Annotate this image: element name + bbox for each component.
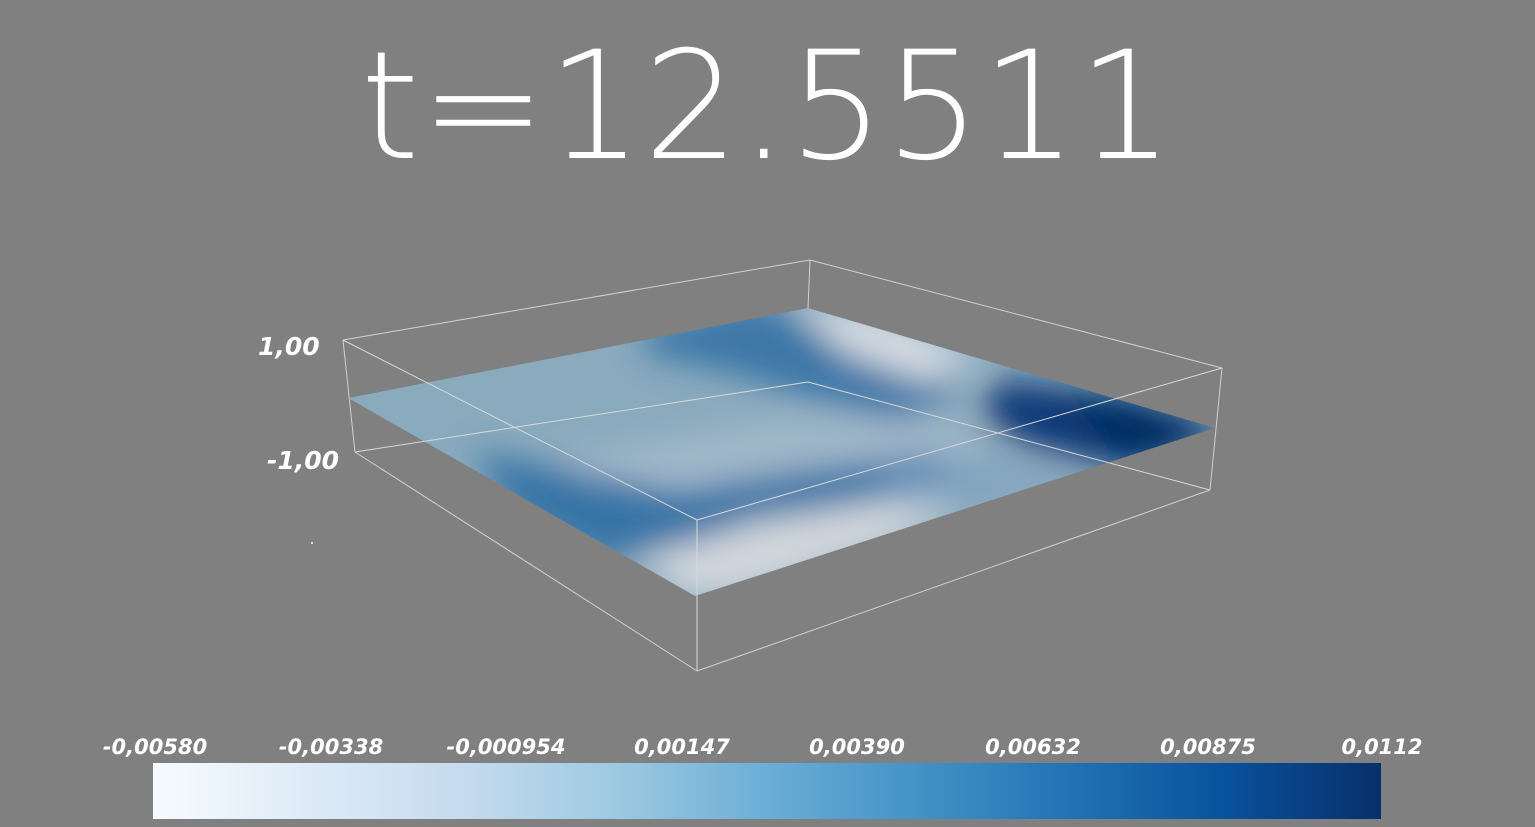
z-axis-min-label: -1,00 [267, 446, 340, 475]
z-axis-max-label: 1,00 [258, 332, 320, 361]
colorbar-tick-label: 0,00390 [809, 735, 905, 759]
colorbar-tick-label: -0,00580 [102, 735, 208, 759]
bbox-edge [354, 381, 809, 453]
colorbar-tick-label: 0,00147 [634, 735, 730, 759]
bbox-edge [696, 367, 1223, 521]
bbox-edge [809, 259, 1223, 369]
bounding-box-front [342, 339, 1223, 671]
bounding-box [342, 259, 1223, 672]
bbox-edge [342, 339, 698, 521]
surface-plane [348, 308, 1215, 596]
bbox-edge [1209, 367, 1223, 491]
bbox-edge [807, 259, 811, 309]
bbox-edge [807, 381, 1211, 491]
point-marker [311, 542, 313, 544]
time-annotation: t=12.5511 [360, 20, 1175, 194]
bbox-edge [354, 451, 698, 672]
bbox-edge [696, 489, 1211, 672]
colorbar-tick-label: 0,00632 [985, 735, 1081, 759]
colorbar-tick-label: -0,000954 [446, 735, 566, 759]
colorbar-tick-label: 0,0112 [1341, 735, 1423, 759]
colorbar-tick-label: 0,00875 [1160, 735, 1256, 759]
colorbar-tick-label: -0,00338 [278, 735, 384, 759]
colorbar[interactable] [153, 763, 1381, 819]
bbox-edge [342, 259, 811, 341]
bbox-edge [342, 339, 356, 453]
